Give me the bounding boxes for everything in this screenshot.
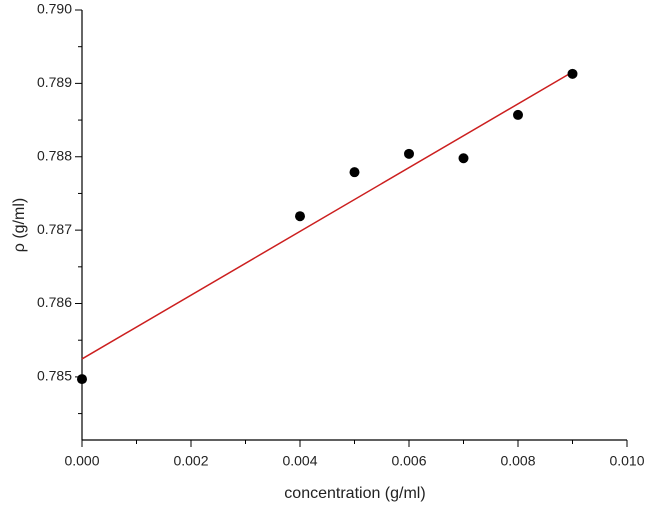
y-tick-label: 0.786 <box>37 294 72 310</box>
data-point <box>349 167 360 178</box>
x-tick-label: 0.008 <box>500 453 535 469</box>
data-point <box>404 148 414 159</box>
y-tick-label: 0.787 <box>37 221 72 237</box>
y-axis-title: ρ (g/ml) <box>11 198 28 252</box>
x-axis-title: concentration (g/ml) <box>284 485 425 502</box>
y-tick-label: 0.788 <box>37 147 72 163</box>
data-point <box>295 211 305 222</box>
x-tick-label: 0.004 <box>282 453 317 469</box>
x-tick-label: 0.000 <box>64 453 99 469</box>
x-tick-label: 0.010 <box>609 453 644 469</box>
x-tick-label: 0.002 <box>173 453 208 469</box>
data-point <box>567 68 578 79</box>
data-point <box>77 374 87 385</box>
y-tick-label: 0.789 <box>37 74 72 90</box>
data-point <box>513 109 523 120</box>
y-tick-label: 0.790 <box>37 1 72 17</box>
fit-line <box>81 71 573 360</box>
data-point <box>458 153 469 164</box>
y-tick-label: 0.785 <box>37 368 72 384</box>
x-tick-label: 0.006 <box>391 453 426 469</box>
